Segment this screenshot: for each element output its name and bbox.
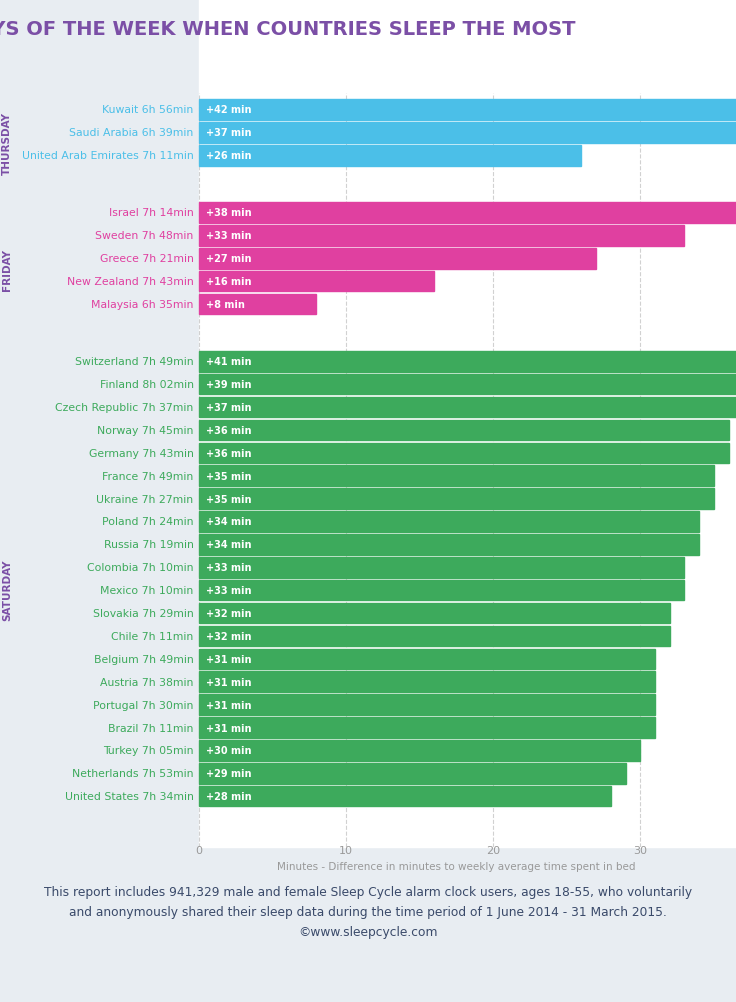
Text: +30 min: +30 min bbox=[206, 745, 252, 756]
Bar bbox=[199, 740, 640, 761]
Text: 30: 30 bbox=[633, 846, 648, 856]
Bar bbox=[199, 100, 736, 120]
Text: +29 min: +29 min bbox=[206, 769, 252, 779]
Text: FRIDAY: FRIDAY bbox=[2, 248, 13, 291]
Bar bbox=[199, 534, 699, 555]
Bar bbox=[199, 0, 736, 847]
Text: +31 min: +31 min bbox=[206, 700, 252, 709]
Text: Mexico 7h 10min: Mexico 7h 10min bbox=[100, 585, 194, 595]
Text: Kuwait 6h 56min: Kuwait 6h 56min bbox=[102, 105, 194, 115]
Text: +32 min: +32 min bbox=[206, 631, 252, 641]
Bar bbox=[199, 489, 714, 509]
Text: +35 min: +35 min bbox=[206, 494, 252, 504]
Bar bbox=[0, 0, 199, 847]
Bar bbox=[199, 512, 699, 532]
Bar bbox=[199, 248, 596, 270]
Text: United States 7h 34min: United States 7h 34min bbox=[65, 792, 194, 802]
Text: Czech Republic 7h 37min: Czech Republic 7h 37min bbox=[55, 403, 194, 413]
Text: Chile 7h 11min: Chile 7h 11min bbox=[111, 631, 194, 641]
Text: Norway 7h 45min: Norway 7h 45min bbox=[97, 426, 194, 436]
Text: Colombia 7h 10min: Colombia 7h 10min bbox=[87, 563, 194, 573]
Text: +42 min: +42 min bbox=[206, 105, 252, 115]
Text: Turkey 7h 05min: Turkey 7h 05min bbox=[103, 745, 194, 756]
Text: +33 min: +33 min bbox=[206, 563, 252, 573]
Text: Austria 7h 38min: Austria 7h 38min bbox=[100, 677, 194, 687]
Bar bbox=[199, 626, 670, 646]
Text: 20: 20 bbox=[486, 846, 500, 856]
Text: +41 min: +41 min bbox=[206, 357, 252, 367]
Text: Sweden 7h 48min: Sweden 7h 48min bbox=[96, 231, 194, 241]
Text: Russia 7h 19min: Russia 7h 19min bbox=[104, 540, 194, 550]
Text: +31 min: +31 min bbox=[206, 677, 252, 687]
Text: +37 min: +37 min bbox=[206, 403, 252, 413]
Bar bbox=[199, 295, 316, 315]
Text: Malaysia 6h 35min: Malaysia 6h 35min bbox=[91, 300, 194, 310]
Bar bbox=[199, 398, 736, 418]
Text: +26 min: +26 min bbox=[206, 151, 252, 161]
Text: +35 min: +35 min bbox=[206, 471, 252, 481]
Text: +33 min: +33 min bbox=[206, 585, 252, 595]
Bar bbox=[199, 764, 626, 784]
Bar bbox=[199, 272, 434, 293]
Text: Belgium 7h 49min: Belgium 7h 49min bbox=[93, 654, 194, 664]
Bar bbox=[199, 603, 670, 623]
Bar bbox=[199, 671, 655, 692]
Text: New Zealand 7h 43min: New Zealand 7h 43min bbox=[67, 277, 194, 287]
Text: Netherlands 7h 53min: Netherlands 7h 53min bbox=[72, 769, 194, 779]
Text: 10: 10 bbox=[339, 846, 353, 856]
Text: Switzerland 7h 49min: Switzerland 7h 49min bbox=[75, 357, 194, 367]
Text: +16 min: +16 min bbox=[206, 277, 252, 287]
Text: DAYS OF THE WEEK WHEN COUNTRIES SLEEP THE MOST: DAYS OF THE WEEK WHEN COUNTRIES SLEEP TH… bbox=[0, 20, 576, 39]
Text: Finland 8h 02min: Finland 8h 02min bbox=[99, 380, 194, 390]
Text: This report includes 941,329 male and female Sleep Cycle alarm clock users, ages: This report includes 941,329 male and fe… bbox=[44, 886, 692, 939]
Text: +39 min: +39 min bbox=[206, 380, 252, 390]
Bar bbox=[199, 352, 736, 372]
Bar bbox=[199, 787, 611, 807]
Text: United Arab Emirates 7h 11min: United Arab Emirates 7h 11min bbox=[22, 151, 194, 161]
Text: Saudi Arabia 6h 39min: Saudi Arabia 6h 39min bbox=[69, 128, 194, 138]
Text: +36 min: +36 min bbox=[206, 426, 252, 436]
Text: +37 min: +37 min bbox=[206, 128, 252, 138]
Text: +34 min: +34 min bbox=[206, 517, 252, 527]
Text: Brazil 7h 11min: Brazil 7h 11min bbox=[108, 722, 194, 732]
Bar bbox=[199, 225, 684, 246]
Bar bbox=[199, 203, 736, 223]
Bar bbox=[199, 649, 655, 669]
Bar bbox=[199, 420, 729, 441]
Bar bbox=[199, 717, 655, 738]
Text: +31 min: +31 min bbox=[206, 654, 252, 664]
Text: Minutes - Difference in minutes to weekly average time spent in bed: Minutes - Difference in minutes to weekl… bbox=[277, 861, 636, 871]
Bar bbox=[199, 443, 729, 464]
Text: Slovakia 7h 29min: Slovakia 7h 29min bbox=[93, 608, 194, 618]
Text: +38 min: +38 min bbox=[206, 208, 252, 218]
Bar bbox=[199, 375, 736, 395]
Text: Portugal 7h 30min: Portugal 7h 30min bbox=[93, 700, 194, 709]
Bar bbox=[199, 123, 736, 143]
Text: +34 min: +34 min bbox=[206, 540, 252, 550]
Bar bbox=[199, 557, 684, 578]
Text: +36 min: +36 min bbox=[206, 448, 252, 458]
Text: Greece 7h 21min: Greece 7h 21min bbox=[99, 254, 194, 264]
Text: Germany 7h 43min: Germany 7h 43min bbox=[89, 448, 194, 458]
Bar bbox=[199, 580, 684, 601]
Text: +28 min: +28 min bbox=[206, 792, 252, 802]
Text: Poland 7h 24min: Poland 7h 24min bbox=[102, 517, 194, 527]
Text: +32 min: +32 min bbox=[206, 608, 252, 618]
Bar bbox=[199, 145, 581, 166]
Text: +8 min: +8 min bbox=[206, 300, 245, 310]
Text: Ukraine 7h 27min: Ukraine 7h 27min bbox=[96, 494, 194, 504]
Text: THURSDAY: THURSDAY bbox=[2, 112, 13, 175]
Text: France 7h 49min: France 7h 49min bbox=[102, 471, 194, 481]
Text: Israel 7h 14min: Israel 7h 14min bbox=[109, 208, 194, 218]
Bar bbox=[199, 466, 714, 487]
Text: +33 min: +33 min bbox=[206, 231, 252, 241]
Bar bbox=[199, 694, 655, 715]
Text: 0: 0 bbox=[195, 846, 202, 856]
Text: +27 min: +27 min bbox=[206, 254, 252, 264]
Text: SATURDAY: SATURDAY bbox=[2, 559, 13, 620]
Text: +31 min: +31 min bbox=[206, 722, 252, 732]
